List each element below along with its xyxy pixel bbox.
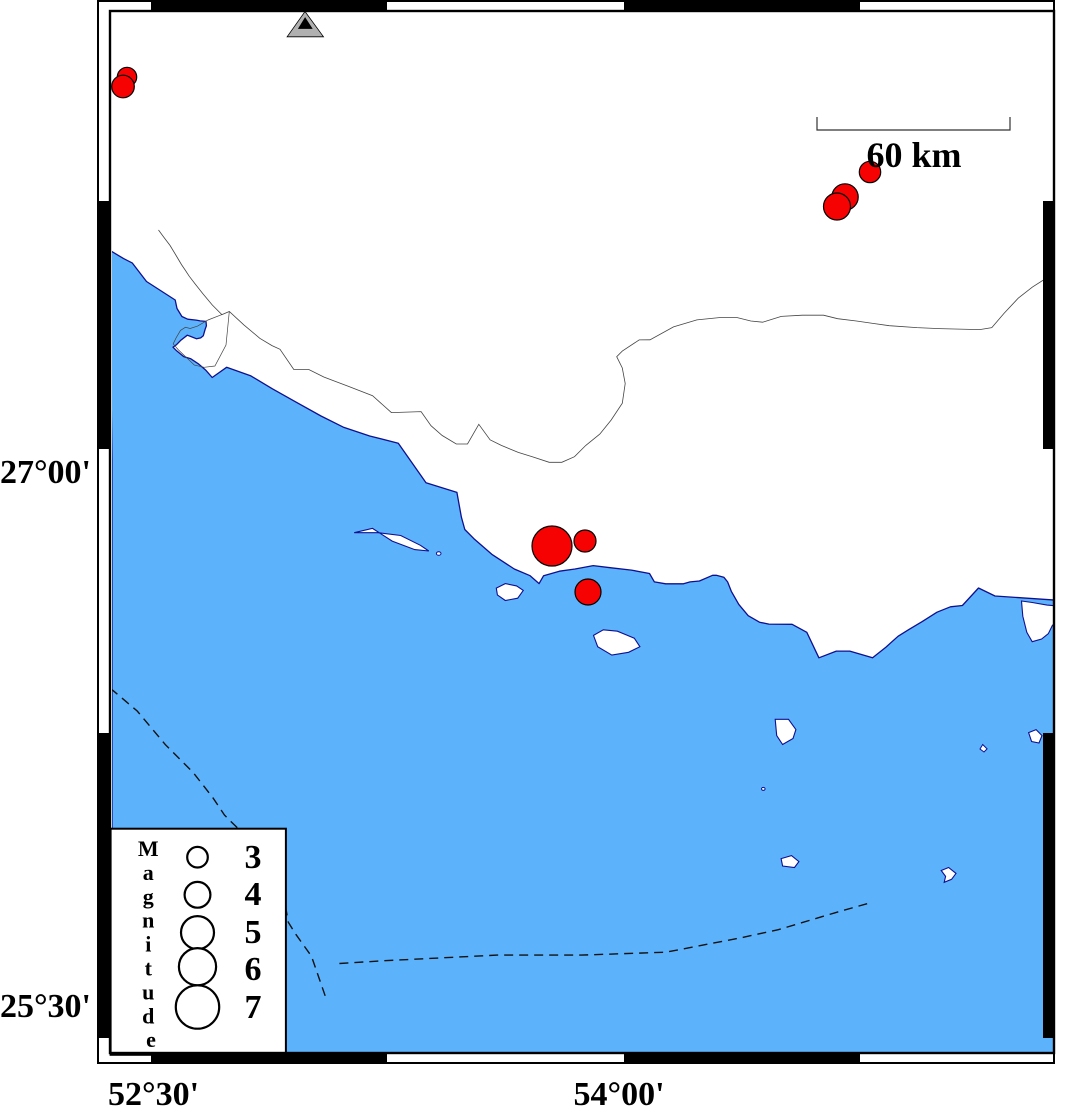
svg-text:25°30': 25°30'	[0, 988, 91, 1025]
svg-text:60 km: 60 km	[866, 135, 961, 175]
svg-text:52°30': 52°30'	[108, 1076, 199, 1113]
svg-text:6: 6	[245, 951, 262, 988]
svg-text:27°00': 27°00'	[0, 454, 91, 491]
svg-text:7: 7	[245, 989, 262, 1026]
svg-text:54°00': 54°00'	[573, 1076, 664, 1113]
svg-text:4: 4	[245, 876, 262, 913]
svg-text:5: 5	[245, 914, 262, 951]
svg-text:3: 3	[245, 839, 262, 876]
